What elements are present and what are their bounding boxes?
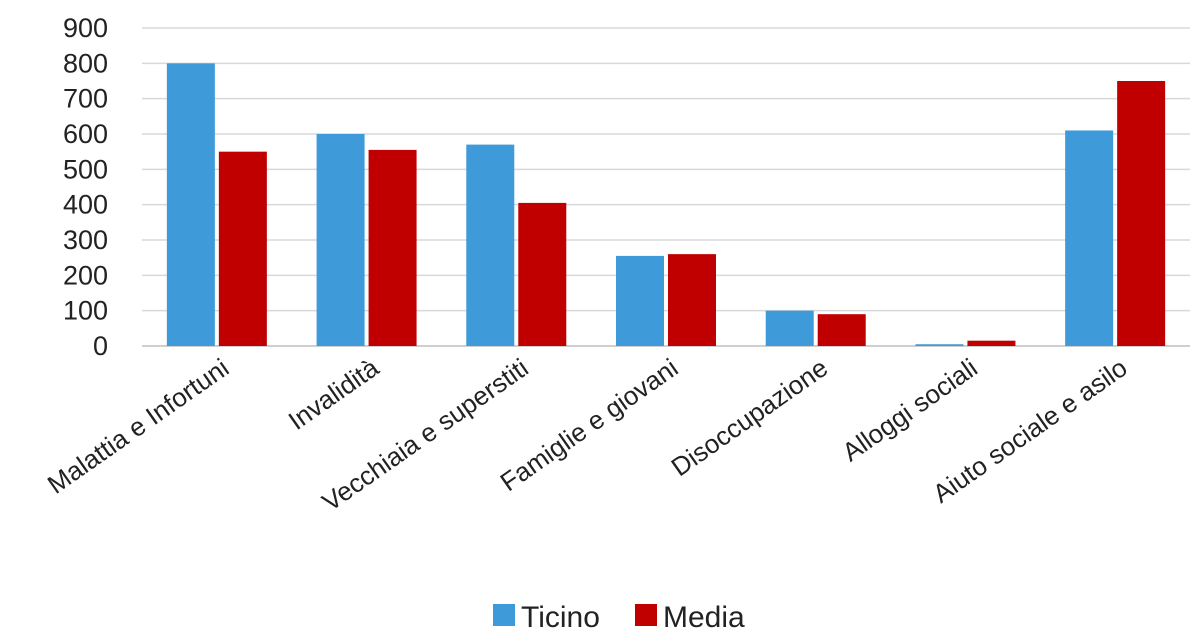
x-category-label: Invalidità [283,352,385,436]
x-category-label: Malattia e Infortuni [42,352,234,499]
legend-swatch-ticino [493,604,515,626]
bar-media-5 [967,340,1016,346]
y-tick-label: 300 [63,225,108,255]
legend-swatch-media [635,604,657,626]
y-tick-label: 100 [63,296,108,326]
bars [166,63,1166,346]
y-axis-ticks: 0 100 200 300 400 500 600 700 800 900 [63,13,108,361]
legend-label-media: Media [663,601,745,634]
bar-media-2 [518,202,567,346]
x-category-label: Disoccupazione [666,352,834,482]
bar-ticino-5 [915,344,964,346]
bar-ticino-0 [166,63,215,346]
bar-media-4 [817,314,866,346]
bar-ticino-1 [316,134,365,346]
category-labels: Malattia e Infortuni InvaliditàVecchiaia … [42,352,1133,517]
y-tick-label: 700 [63,84,108,114]
legend-label-ticino: Ticino [521,601,600,634]
y-tick-label: 0 [93,331,108,361]
bar-ticino-2 [466,144,515,346]
legend: Ticino Media [493,601,745,634]
bar-media-1 [368,149,417,346]
bar-media-3 [668,254,716,346]
bar-ticino-6 [1065,130,1114,346]
y-tick-label: 800 [63,48,108,78]
y-tick-label: 200 [63,260,108,290]
bar-ticino-3 [616,255,664,346]
grid-layer [142,27,1190,347]
y-tick-label: 600 [63,119,108,149]
y-tick-label: 400 [63,190,108,220]
bar-media-6 [1117,81,1166,346]
bar-media-0 [218,151,267,346]
bar-ticino-4 [765,310,814,346]
x-category-label: Alloggi sociali [837,352,983,467]
y-tick-label: 500 [63,154,108,184]
y-tick-label: 900 [63,13,108,43]
